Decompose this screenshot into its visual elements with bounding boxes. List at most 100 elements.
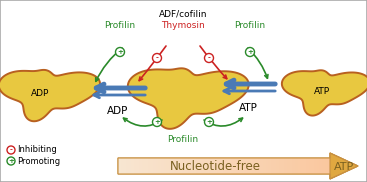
- Bar: [298, 158, 301, 174]
- FancyArrowPatch shape: [204, 118, 243, 126]
- Circle shape: [153, 54, 161, 62]
- Bar: [287, 158, 290, 174]
- Bar: [201, 158, 204, 174]
- Bar: [153, 158, 156, 174]
- Bar: [217, 158, 220, 174]
- Bar: [188, 158, 190, 174]
- Bar: [292, 158, 295, 174]
- Bar: [255, 158, 258, 174]
- Bar: [319, 158, 322, 174]
- Bar: [241, 158, 244, 174]
- Bar: [204, 158, 207, 174]
- Text: Profilin: Profilin: [105, 21, 135, 31]
- Bar: [201, 158, 204, 174]
- Bar: [290, 158, 292, 174]
- Text: Thymosin: Thymosin: [161, 21, 205, 31]
- Bar: [129, 158, 131, 174]
- Bar: [228, 158, 231, 174]
- Bar: [309, 158, 311, 174]
- Bar: [207, 158, 209, 174]
- Text: Inhibiting: Inhibiting: [17, 145, 57, 155]
- Bar: [148, 158, 150, 174]
- Bar: [156, 158, 158, 174]
- Polygon shape: [0, 70, 100, 121]
- Text: Profilin: Profilin: [235, 21, 266, 31]
- Circle shape: [7, 146, 15, 154]
- Bar: [174, 158, 177, 174]
- Bar: [236, 158, 239, 174]
- Bar: [185, 158, 188, 174]
- Bar: [123, 158, 126, 174]
- Bar: [244, 158, 247, 174]
- Bar: [317, 158, 319, 174]
- Bar: [252, 158, 255, 174]
- Bar: [247, 158, 250, 174]
- Bar: [306, 158, 309, 174]
- Bar: [279, 158, 282, 174]
- Bar: [137, 158, 139, 174]
- Bar: [274, 158, 276, 174]
- Text: ATP: ATP: [314, 86, 330, 96]
- Bar: [301, 158, 303, 174]
- Bar: [292, 158, 295, 174]
- Text: -: -: [156, 55, 159, 61]
- Bar: [145, 158, 148, 174]
- Bar: [268, 158, 271, 174]
- Bar: [193, 158, 196, 174]
- FancyArrowPatch shape: [96, 48, 122, 81]
- Bar: [295, 158, 298, 174]
- Bar: [241, 158, 244, 174]
- Bar: [295, 158, 298, 174]
- Bar: [182, 158, 185, 174]
- Bar: [137, 158, 139, 174]
- Bar: [260, 158, 263, 174]
- Bar: [212, 158, 215, 174]
- Text: +: +: [247, 49, 253, 55]
- Bar: [169, 158, 172, 174]
- FancyArrowPatch shape: [248, 48, 268, 78]
- Bar: [263, 158, 266, 174]
- Text: ADP: ADP: [31, 88, 49, 98]
- Text: +: +: [8, 158, 14, 164]
- Bar: [212, 158, 215, 174]
- Bar: [172, 158, 174, 174]
- Bar: [153, 158, 156, 174]
- Bar: [220, 158, 223, 174]
- Bar: [325, 158, 327, 174]
- Bar: [190, 158, 193, 174]
- Bar: [180, 158, 182, 174]
- Bar: [199, 158, 201, 174]
- Bar: [325, 158, 327, 174]
- Bar: [266, 158, 268, 174]
- FancyArrowPatch shape: [123, 118, 162, 126]
- Bar: [199, 158, 201, 174]
- Bar: [322, 158, 325, 174]
- Bar: [209, 158, 212, 174]
- Bar: [118, 158, 121, 174]
- Bar: [271, 158, 274, 174]
- Bar: [166, 158, 169, 174]
- Bar: [126, 158, 129, 174]
- Bar: [209, 158, 212, 174]
- Bar: [319, 158, 322, 174]
- Text: +: +: [154, 119, 160, 125]
- Circle shape: [153, 118, 161, 126]
- Bar: [274, 158, 276, 174]
- Bar: [134, 158, 137, 174]
- Bar: [284, 158, 287, 174]
- Bar: [317, 158, 319, 174]
- Bar: [145, 158, 148, 174]
- Bar: [314, 158, 317, 174]
- Bar: [207, 158, 209, 174]
- Bar: [231, 158, 233, 174]
- Bar: [190, 158, 193, 174]
- Bar: [182, 158, 185, 174]
- Bar: [126, 158, 129, 174]
- Bar: [244, 158, 247, 174]
- Bar: [172, 158, 174, 174]
- Bar: [287, 158, 290, 174]
- Bar: [271, 158, 274, 174]
- Circle shape: [7, 157, 15, 165]
- Bar: [150, 158, 153, 174]
- Bar: [252, 158, 255, 174]
